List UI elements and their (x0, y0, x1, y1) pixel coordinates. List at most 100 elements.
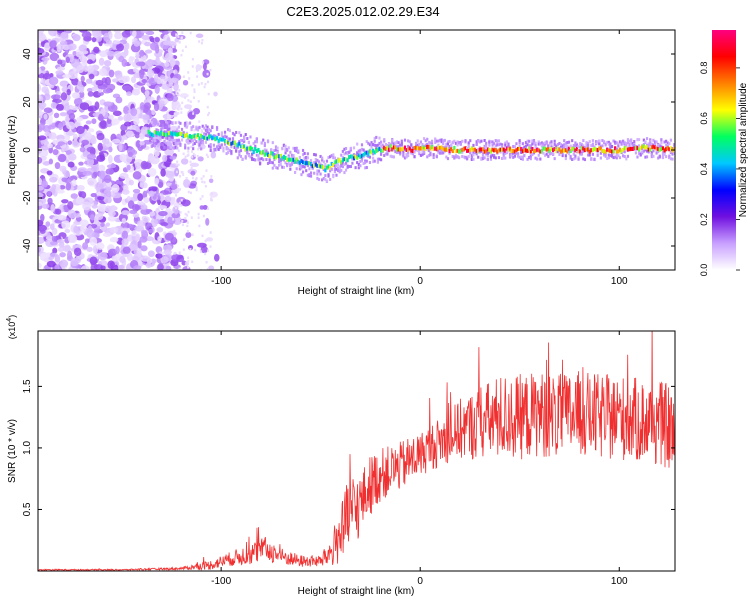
spectrogram-cell (161, 83, 170, 90)
spectrogram-cell (585, 145, 588, 149)
spectrogram-cell (537, 142, 540, 146)
spectrogram-cell (192, 134, 195, 139)
spectrogram-cell (249, 145, 252, 150)
spectrogram-cell (157, 181, 164, 189)
spectrogram-cell (606, 147, 609, 152)
spectrogram-cell (209, 129, 212, 133)
spectrogram-cell (574, 141, 577, 145)
spectrogram-cell (630, 138, 633, 142)
spectrogram-cell (435, 139, 438, 143)
spectrogram-cell (130, 107, 138, 117)
spectrogram-cell (499, 150, 502, 154)
spectrogram-cell (655, 146, 658, 151)
spectrogram-cell (172, 218, 175, 221)
spectrogram-cell (360, 153, 364, 158)
spectrogram-cell (173, 197, 176, 200)
spectrogram-cell (419, 146, 423, 151)
spectrogram-cell (188, 121, 192, 125)
spectrogram-cell (139, 134, 145, 140)
spectrogram-cell (532, 149, 536, 154)
spectrogram-cell (203, 126, 206, 130)
spectrogram-cell (198, 125, 201, 129)
spectrogram-cell (96, 132, 105, 141)
spectrogram-cell (70, 257, 79, 267)
spectrogram-cell (186, 106, 189, 109)
spectrogram-cell (38, 219, 44, 227)
spectrogram-cell (189, 31, 192, 35)
spectrogram-cell (198, 136, 201, 141)
spectrogram-cell (252, 158, 255, 162)
spectrogram-cell (140, 126, 150, 135)
spectrogram-cell (84, 131, 92, 141)
spectrogram-cell (448, 139, 451, 143)
spectrogram-cell (442, 141, 445, 145)
spectrogram-cell (78, 161, 84, 166)
spectrogram-cell (673, 151, 675, 155)
spectrogram-cell (314, 162, 317, 167)
spectrogram-cell (147, 129, 150, 134)
spectrogram-cell (78, 84, 85, 94)
spectrogram-cell (497, 156, 501, 160)
spectrogram-cell (528, 144, 531, 148)
spectrogram-cell (615, 149, 618, 154)
spectrogram-cell (236, 143, 239, 148)
spectrogram-cell (655, 140, 658, 144)
spectrogram-cell (270, 160, 273, 164)
spectrogram-cell (327, 156, 330, 160)
spectrogram-cell (202, 69, 211, 78)
spectrogram-cell (657, 146, 660, 151)
spectrogram-cell (134, 225, 145, 232)
spectrogram-cell (630, 146, 633, 151)
spectrogram-cell (430, 139, 434, 143)
spectrogram-x-tick-label: -100 (211, 276, 231, 287)
spectrogram-cell (133, 40, 140, 47)
spectrogram-cell (379, 140, 383, 144)
spectrogram-cell (470, 154, 473, 158)
spectrogram-cell (542, 142, 545, 146)
spectrogram-cell (155, 133, 158, 137)
spectrogram-cell (176, 101, 179, 104)
spectrogram-cell (38, 262, 42, 269)
spectrogram-cell (590, 148, 593, 153)
spectrogram-cell (79, 146, 86, 153)
spectrogram-cell (177, 163, 180, 167)
spectrogram-cell (166, 135, 169, 139)
spectrogram-cell (432, 146, 435, 151)
spectrogram-cell (123, 106, 130, 115)
spectrogram-cell (430, 144, 434, 149)
spectrogram-cell (182, 134, 185, 139)
spectrogram-cell (537, 148, 540, 153)
spectrogram-cell (486, 151, 489, 155)
spectrogram-cell (65, 182, 72, 191)
spectrogram-cell (268, 161, 271, 165)
spectrogram-cell (38, 32, 46, 42)
spectrogram-cell (42, 72, 52, 80)
spectrogram-cell (306, 161, 309, 166)
spectrogram-cell (175, 90, 178, 94)
spectrogram-cell (572, 152, 575, 156)
spectrogram-cell (579, 152, 582, 156)
spectrogram-cell (254, 158, 257, 162)
spectrogram-cell (494, 156, 497, 160)
spectrogram-cell (465, 148, 469, 153)
spectrogram-cell (98, 170, 106, 180)
spectrogram-cell (459, 149, 462, 154)
spectrogram-cell (300, 166, 303, 170)
spectrogram-cell (544, 146, 547, 151)
spectrogram-cell (475, 148, 478, 153)
spectrogram-cell (400, 143, 403, 147)
spectrogram-cell (148, 228, 154, 234)
spectrogram-cell (329, 169, 332, 173)
spectrogram-cell (38, 83, 41, 93)
spectrogram-cell (165, 130, 168, 134)
spectrogram-cell (282, 158, 286, 162)
spectrogram-cell (472, 151, 475, 155)
spectrogram-cell (410, 151, 413, 155)
spectrogram-cell (540, 144, 544, 148)
spectrogram-cell (262, 138, 265, 142)
spectrogram-cell (212, 143, 215, 147)
spectrogram-cell (38, 66, 42, 75)
spectrogram-cell (177, 188, 180, 191)
spectrogram-cell (295, 146, 298, 150)
